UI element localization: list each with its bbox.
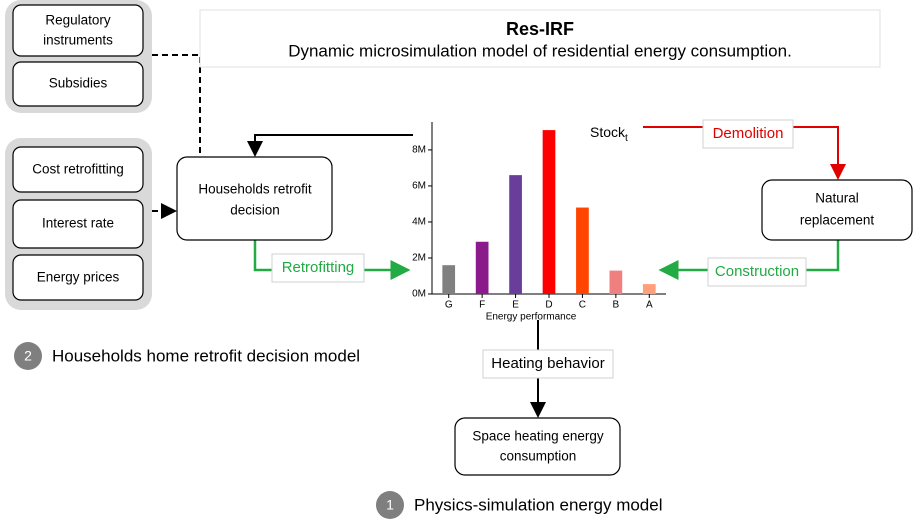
x-axis-label: Energy performance	[486, 312, 577, 323]
chart-background	[430, 120, 643, 320]
x-tick-label: E	[512, 300, 519, 311]
stock-subscript: t	[625, 133, 628, 144]
input-label: Cost retrofitting	[32, 162, 124, 177]
y-tick-label: 6M	[412, 181, 426, 192]
input-box	[12, 61, 144, 107]
node-label: decision	[230, 203, 280, 218]
y-tick-label: 0M	[412, 289, 426, 300]
input-label: Regulatory	[45, 13, 111, 28]
bar	[442, 265, 456, 294]
edge-label-box	[271, 253, 365, 283]
x-tick-label: G	[445, 300, 453, 311]
dashed-arrow	[152, 54, 208, 176]
node-label: consumption	[500, 449, 577, 464]
x-tick-label: A	[646, 300, 653, 311]
x-tick-label: B	[613, 300, 620, 311]
node-box	[176, 156, 333, 241]
edge-label: Retrofitting	[282, 259, 355, 276]
input-box	[12, 254, 144, 301]
node-label: Natural	[815, 191, 859, 206]
stock-text: Stock	[590, 124, 626, 140]
node-label: replacement	[800, 213, 875, 228]
node-label: Space heating energy	[472, 429, 604, 444]
title: Res-IRF	[506, 19, 574, 39]
node-box	[454, 417, 621, 476]
node-label: Households retrofit	[198, 182, 312, 197]
node-box	[761, 179, 913, 241]
model-number: 1	[386, 497, 394, 513]
header-box	[199, 9, 881, 68]
edge-label: Demolition	[713, 125, 784, 142]
model-badge	[376, 491, 404, 519]
bar	[542, 130, 556, 294]
input-box	[12, 4, 144, 57]
bar	[475, 241, 489, 294]
x-tick-label: C	[579, 300, 586, 311]
input-box	[12, 199, 144, 249]
model-label: Physics-simulation energy model	[414, 495, 663, 514]
edge-label-box	[482, 349, 614, 379]
model-number: 2	[24, 348, 32, 364]
arrow	[247, 134, 413, 157]
x-tick-label: D	[545, 300, 552, 311]
bar	[642, 284, 656, 294]
stock-label: Stockt	[590, 124, 628, 144]
x-tick-label: F	[479, 300, 485, 311]
y-tick-label: 4M	[412, 217, 426, 228]
bar	[576, 207, 589, 294]
input-label: Energy prices	[37, 270, 120, 285]
edge-label: Construction	[715, 263, 799, 280]
input-label: instruments	[43, 33, 113, 48]
edge-label-box	[707, 257, 807, 287]
edge-label: Heating behavior	[491, 355, 604, 372]
input-box	[12, 146, 144, 193]
y-tick-label: 2M	[412, 253, 426, 264]
bar	[609, 270, 623, 294]
bar-chart: 0M 2M 4M 6M 8M G F E D C B A Energy performance	[412, 122, 666, 323]
model-label: Households home retrofit decision model	[52, 346, 360, 365]
bar	[509, 175, 522, 294]
y-tick-label: 8M	[412, 145, 426, 156]
input-label: Subsidies	[49, 76, 108, 91]
edge-label-box	[702, 119, 794, 149]
model-badge	[14, 342, 42, 370]
subtitle: Dynamic microsimulation model of residen…	[288, 41, 792, 60]
input-label: Interest rate	[42, 216, 114, 231]
